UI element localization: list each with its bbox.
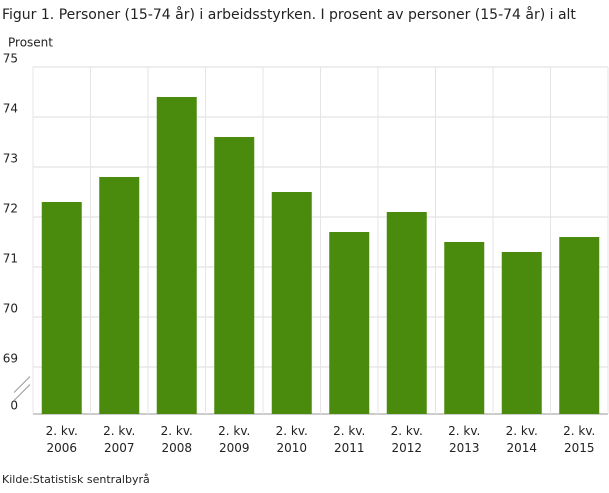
x-tick-label: 2. kv. 2006 [45,424,78,455]
bar [559,237,600,414]
x-tick-label: 2. kv. 2008 [160,424,193,455]
x-tick-label: 2. kv. 2010 [275,424,308,455]
bar [214,137,255,414]
source: Kilde:Statistisk sentralbyrå [2,473,150,486]
axis-break [13,376,31,393]
bar [156,97,197,414]
bar [41,202,82,414]
x-tick-label: 2. kv. 2012 [390,424,423,455]
y-tick-label: 0 [10,399,18,413]
bar [386,212,427,414]
y-tick-label: 72 [3,202,18,216]
chart-title: Figur 1. Personer (15-74 år) i arbeidsst… [2,6,576,23]
x-tick-label: 2. kv. 2013 [448,424,481,455]
y-tick-label: 74 [3,102,18,116]
y-tick-label: 70 [3,302,18,316]
y-tick-label: 71 [3,252,18,266]
bar [329,232,370,414]
bar [99,177,140,414]
y-tick-label: 69 [3,352,18,366]
bar [501,252,542,414]
bar [444,242,485,414]
x-tick-label: 2. kv. 2011 [333,424,366,455]
axis-break [13,384,31,401]
x-tick-label: 2. kv. 2007 [103,424,136,455]
x-tick-label: 2. kv. 2009 [218,424,251,455]
x-tick-label: 2. kv. 2014 [505,424,538,455]
bar [271,192,312,414]
x-tick-label: 2. kv. 2015 [563,424,596,455]
y-axis-label: Prosent [8,36,53,50]
y-tick-label: 75 [3,52,18,66]
y-tick-label: 73 [3,152,18,166]
